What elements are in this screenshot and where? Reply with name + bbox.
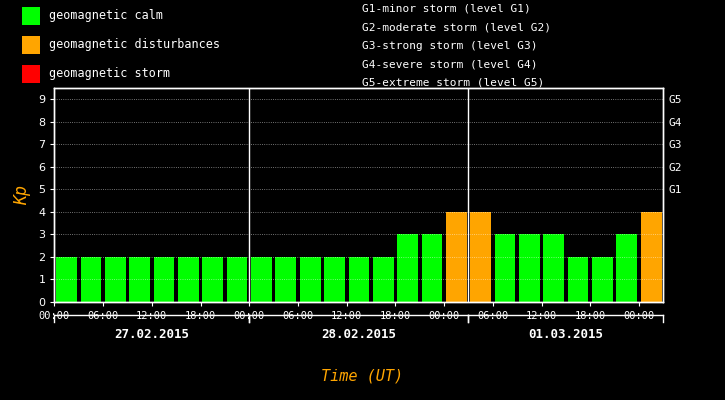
Bar: [227, 257, 247, 302]
Bar: [80, 257, 102, 302]
Text: 27.02.2015: 27.02.2015: [115, 328, 189, 340]
Bar: [568, 257, 589, 302]
Bar: [641, 212, 661, 302]
Text: G1-minor storm (level G1): G1-minor storm (level G1): [362, 4, 531, 14]
Bar: [544, 234, 564, 302]
Bar: [251, 257, 272, 302]
Bar: [349, 257, 369, 302]
Bar: [154, 257, 174, 302]
Bar: [324, 257, 345, 302]
Bar: [22, 36, 40, 54]
Bar: [373, 257, 394, 302]
Bar: [276, 257, 296, 302]
Text: geomagnetic storm: geomagnetic storm: [49, 68, 170, 80]
Text: geomagnetic disturbances: geomagnetic disturbances: [49, 38, 220, 51]
Text: G3-strong storm (level G3): G3-strong storm (level G3): [362, 41, 538, 51]
Bar: [519, 234, 539, 302]
Bar: [422, 234, 442, 302]
Bar: [616, 234, 637, 302]
Text: G2-moderate storm (level G2): G2-moderate storm (level G2): [362, 22, 552, 32]
Bar: [592, 257, 613, 302]
Bar: [22, 7, 40, 25]
Bar: [57, 257, 77, 302]
Text: G5-extreme storm (level G5): G5-extreme storm (level G5): [362, 78, 544, 88]
Bar: [494, 234, 515, 302]
Bar: [22, 65, 40, 83]
Text: Time (UT): Time (UT): [321, 368, 404, 384]
Bar: [105, 257, 125, 302]
Bar: [178, 257, 199, 302]
Bar: [397, 234, 418, 302]
Bar: [446, 212, 467, 302]
Bar: [129, 257, 150, 302]
Text: G4-severe storm (level G4): G4-severe storm (level G4): [362, 59, 538, 69]
Bar: [471, 212, 491, 302]
Bar: [202, 257, 223, 302]
Text: geomagnetic calm: geomagnetic calm: [49, 9, 162, 22]
Text: 28.02.2015: 28.02.2015: [321, 328, 397, 340]
Y-axis label: Kp: Kp: [13, 185, 31, 205]
Text: 01.03.2015: 01.03.2015: [529, 328, 603, 340]
Bar: [300, 257, 320, 302]
